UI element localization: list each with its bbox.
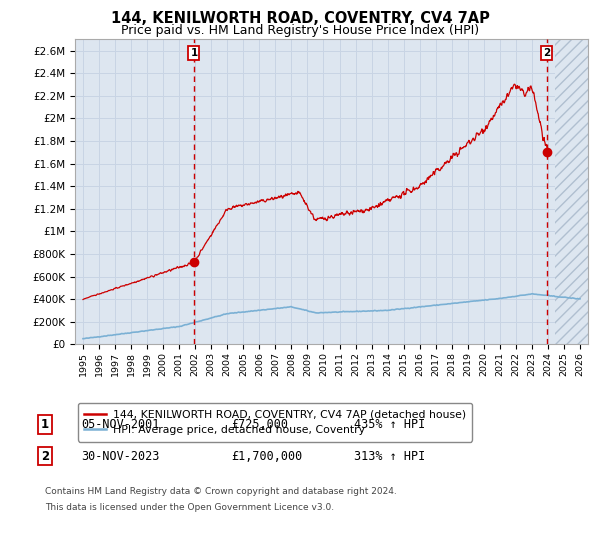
Text: This data is licensed under the Open Government Licence v3.0.: This data is licensed under the Open Gov…: [45, 503, 334, 512]
Legend: 144, KENILWORTH ROAD, COVENTRY, CV4 7AP (detached house), HPI: Average price, de: 144, KENILWORTH ROAD, COVENTRY, CV4 7AP …: [78, 403, 472, 442]
Text: Contains HM Land Registry data © Crown copyright and database right 2024.: Contains HM Land Registry data © Crown c…: [45, 487, 397, 496]
Text: 05-NOV-2001: 05-NOV-2001: [81, 418, 160, 431]
Text: £1,700,000: £1,700,000: [231, 450, 302, 463]
Text: 2: 2: [41, 450, 49, 463]
Text: 1: 1: [190, 48, 197, 58]
Text: 144, KENILWORTH ROAD, COVENTRY, CV4 7AP: 144, KENILWORTH ROAD, COVENTRY, CV4 7AP: [110, 11, 490, 26]
Text: 435% ↑ HPI: 435% ↑ HPI: [354, 418, 425, 431]
Text: 1: 1: [41, 418, 49, 431]
Text: 2: 2: [543, 48, 550, 58]
Text: 313% ↑ HPI: 313% ↑ HPI: [354, 450, 425, 463]
Text: £725,000: £725,000: [231, 418, 288, 431]
Text: Price paid vs. HM Land Registry's House Price Index (HPI): Price paid vs. HM Land Registry's House …: [121, 24, 479, 36]
Bar: [554, 39, 590, 344]
Text: 30-NOV-2023: 30-NOV-2023: [81, 450, 160, 463]
